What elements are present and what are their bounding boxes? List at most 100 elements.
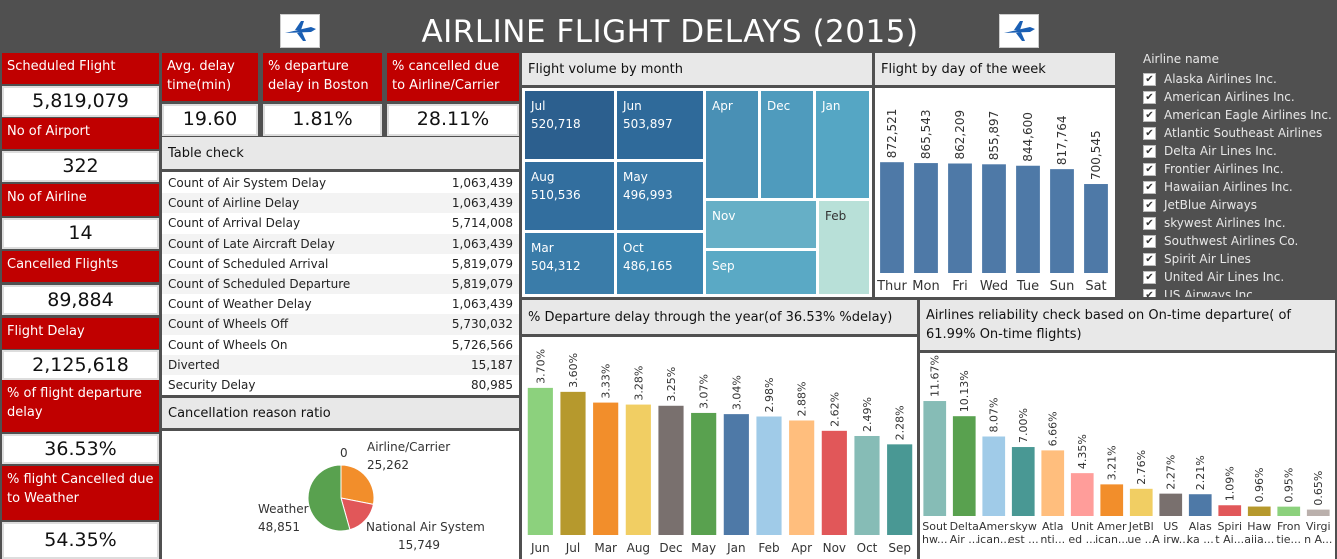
bar[interactable] bbox=[821, 430, 847, 535]
pie-slice[interactable] bbox=[307, 464, 351, 532]
airline-filter-item[interactable]: ✔ Spirit Air Lines bbox=[1143, 250, 1333, 268]
treemap-tile[interactable]: Aug 510,536 bbox=[525, 162, 614, 230]
bar[interactable] bbox=[1070, 473, 1094, 516]
bar[interactable] bbox=[625, 404, 651, 535]
pie-slice-name: Airline/Carrier bbox=[367, 440, 450, 454]
checkbox-icon[interactable]: ✔ bbox=[1143, 216, 1156, 230]
checkbox-icon[interactable]: ✔ bbox=[1143, 72, 1156, 86]
treemap-tile[interactable]: May 496,993 bbox=[617, 162, 703, 230]
bar[interactable] bbox=[887, 444, 913, 535]
airline-filter-item[interactable]: ✔ US Airways Inc. bbox=[1143, 286, 1333, 297]
bar[interactable] bbox=[527, 387, 553, 535]
bar[interactable] bbox=[723, 414, 749, 535]
treemap-tile[interactable]: Sep bbox=[706, 251, 816, 294]
airline-filter-item[interactable]: ✔ United Air Lines Inc. bbox=[1143, 268, 1333, 286]
kpi-value: 36.53% bbox=[2, 434, 159, 464]
bar[interactable] bbox=[982, 436, 1006, 516]
table-row-name: Diverted bbox=[168, 357, 220, 372]
table-row-value: 5,819,079 bbox=[451, 256, 513, 271]
treemap-tile[interactable]: Dec bbox=[761, 91, 813, 198]
airline-filter-item[interactable]: ✔ Delta Air Lines Inc. bbox=[1143, 142, 1333, 160]
treemap-tile[interactable]: Feb bbox=[819, 201, 869, 294]
treemap-tile[interactable]: Nov bbox=[706, 201, 816, 248]
kpi-label: Cancelled Flights bbox=[2, 251, 159, 282]
airline-filter-item[interactable]: ✔ Hawaiian Airlines Inc. bbox=[1143, 178, 1333, 196]
bar[interactable] bbox=[560, 391, 586, 535]
airline-filter-label: American Airlines Inc. bbox=[1164, 90, 1295, 104]
treemap-tile[interactable]: Jul 520,718 bbox=[525, 91, 614, 159]
bar[interactable] bbox=[952, 416, 976, 516]
bar[interactable] bbox=[880, 162, 904, 273]
bar[interactable] bbox=[1011, 447, 1035, 516]
treemap-tile[interactable]: Oct 486,165 bbox=[617, 233, 703, 294]
bar[interactable] bbox=[1188, 494, 1212, 516]
bar[interactable] bbox=[593, 402, 619, 535]
pie-slice[interactable] bbox=[340, 464, 375, 505]
kpi-label: Avg. delay time(min) bbox=[162, 53, 258, 101]
bar-value-label: 3.07% bbox=[698, 374, 711, 409]
bar[interactable] bbox=[789, 420, 815, 535]
treemap-month: Oct bbox=[623, 241, 644, 255]
treemap-tile[interactable]: Mar 504,312 bbox=[525, 233, 614, 294]
bar[interactable] bbox=[1277, 506, 1301, 516]
airline-filter-label: skywest Airlines Inc. bbox=[1164, 216, 1286, 230]
checkbox-icon[interactable]: ✔ bbox=[1143, 288, 1156, 297]
treemap-tile[interactable]: Jan bbox=[816, 91, 869, 198]
bar[interactable] bbox=[1016, 165, 1040, 273]
table-row: Diverted 15,187 bbox=[162, 354, 519, 375]
airline-filter-item[interactable]: ✔ Atlantic Southeast Airlines bbox=[1143, 124, 1333, 142]
airline-filter-item[interactable]: ✔ Alaska Airlines Inc. bbox=[1143, 70, 1333, 88]
bar[interactable] bbox=[756, 416, 782, 535]
checkbox-icon[interactable]: ✔ bbox=[1143, 270, 1156, 284]
airline-filter-item[interactable]: ✔ Frontier Airlines Inc. bbox=[1143, 160, 1333, 178]
bar[interactable] bbox=[658, 405, 684, 535]
bar[interactable] bbox=[1129, 488, 1153, 516]
checkbox-icon[interactable]: ✔ bbox=[1143, 126, 1156, 140]
category-label: Jun bbox=[530, 541, 550, 555]
airline-filter-item[interactable]: ✔ skywest Airlines Inc. bbox=[1143, 214, 1333, 232]
table-row-name: Count of Late Aircraft Delay bbox=[168, 236, 335, 251]
bar[interactable] bbox=[1159, 493, 1183, 516]
category-label: Dec bbox=[659, 541, 682, 555]
airline-filter-item[interactable]: ✔ JetBlue Airways bbox=[1143, 196, 1333, 214]
checkbox-icon[interactable]: ✔ bbox=[1143, 198, 1156, 212]
bar[interactable] bbox=[914, 163, 938, 273]
bar[interactable] bbox=[923, 401, 947, 516]
kpi-label: % flight Cancelled due to Weather bbox=[2, 466, 159, 520]
pie-slice-value: 25,262 bbox=[367, 458, 409, 472]
checkbox-icon[interactable]: ✔ bbox=[1143, 252, 1156, 266]
treemap-month: Sep bbox=[712, 259, 735, 273]
bar[interactable] bbox=[1218, 505, 1242, 516]
checkbox-icon[interactable]: ✔ bbox=[1143, 90, 1156, 104]
category-label: Amer ican... bbox=[1095, 520, 1128, 546]
bar[interactable] bbox=[982, 164, 1006, 273]
airline-filter-item[interactable]: ✔ Southwest Airlines Co. bbox=[1143, 232, 1333, 250]
airline-filter-item[interactable]: ✔ American Airlines Inc. bbox=[1143, 88, 1333, 106]
airline-filter-item[interactable]: ✔ American Eagle Airlines Inc. bbox=[1143, 106, 1333, 124]
bar[interactable] bbox=[1084, 184, 1108, 273]
bar[interactable] bbox=[1041, 450, 1065, 516]
category-label: Virgi n A... bbox=[1304, 520, 1332, 546]
bar-value-label: 862,209 bbox=[953, 110, 967, 160]
treemap-tile[interactable]: Apr bbox=[706, 91, 758, 198]
kpi-value: 54.35% bbox=[2, 522, 159, 559]
checkbox-icon[interactable]: ✔ bbox=[1143, 108, 1156, 122]
kpi-label: No of Airline bbox=[2, 184, 159, 216]
bar[interactable] bbox=[948, 163, 972, 273]
table-row-value: 5,714,008 bbox=[451, 216, 513, 231]
treemap-tile[interactable]: Jun 503,897 bbox=[617, 91, 703, 159]
bar[interactable] bbox=[1050, 169, 1074, 273]
airline-filter-label: JetBlue Airways bbox=[1164, 198, 1257, 212]
monthly-delay-chart: 3.70% Jun 3.60% Jul 3.33% Mar 3.28% Aug 3.25% Dec… bbox=[522, 337, 917, 559]
bar[interactable] bbox=[1247, 506, 1271, 516]
bar[interactable] bbox=[1100, 484, 1124, 516]
checkbox-icon[interactable]: ✔ bbox=[1143, 162, 1156, 176]
checkbox-icon[interactable]: ✔ bbox=[1143, 144, 1156, 158]
bar[interactable] bbox=[854, 435, 880, 535]
checkbox-icon[interactable]: ✔ bbox=[1143, 234, 1156, 248]
category-label: Delta Air ... bbox=[950, 520, 979, 546]
bar[interactable] bbox=[1306, 509, 1330, 516]
category-label: Nov bbox=[823, 541, 846, 555]
checkbox-icon[interactable]: ✔ bbox=[1143, 180, 1156, 194]
bar[interactable] bbox=[691, 412, 717, 535]
